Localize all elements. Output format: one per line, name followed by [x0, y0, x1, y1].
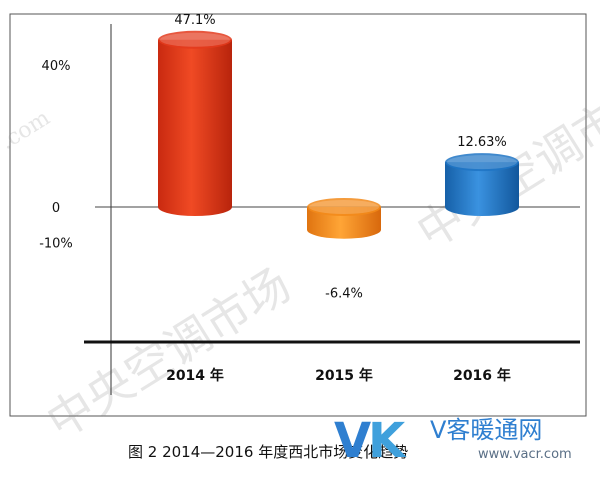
bar	[445, 153, 519, 216]
bar-top	[158, 30, 232, 49]
category-label: 2016 年	[453, 367, 511, 384]
bar-top-highlight	[309, 200, 379, 214]
y-tick-label: -10%	[39, 237, 73, 252]
bars	[158, 30, 519, 239]
data-label: 47.1%	[174, 13, 215, 28]
bar-body	[307, 207, 381, 239]
logo-letter-v: V	[334, 413, 371, 469]
data-label: -6.4%	[325, 287, 363, 302]
bar-top-highlight	[447, 155, 517, 170]
bar	[307, 198, 381, 239]
bar-top	[445, 153, 519, 172]
category-label: 2015 年	[315, 367, 373, 384]
bar-body	[445, 162, 519, 216]
y-tick-label: 0	[52, 201, 60, 216]
data-label: 12.63%	[457, 135, 507, 150]
figure-caption: 图 2 2014—2016 年度西北市场变化趋势	[128, 443, 408, 461]
logo-letter-k: K	[368, 413, 407, 469]
bar-body	[158, 39, 232, 216]
y-tick-label: 40%	[42, 59, 71, 74]
category-label: 2014 年	[166, 367, 224, 384]
site-logo: V K V客暖通网 www.vacr.com	[334, 413, 572, 469]
bar-top-highlight	[160, 32, 230, 47]
bar	[158, 30, 232, 216]
logo-name: V客暖通网	[430, 416, 542, 444]
bar-top	[307, 198, 381, 216]
logo-url: www.vacr.com	[478, 447, 572, 462]
labels: 40% 0 -10% 47.1% 2014 年 -6.4% 2015 年 12.63% 2016…	[39, 13, 511, 384]
